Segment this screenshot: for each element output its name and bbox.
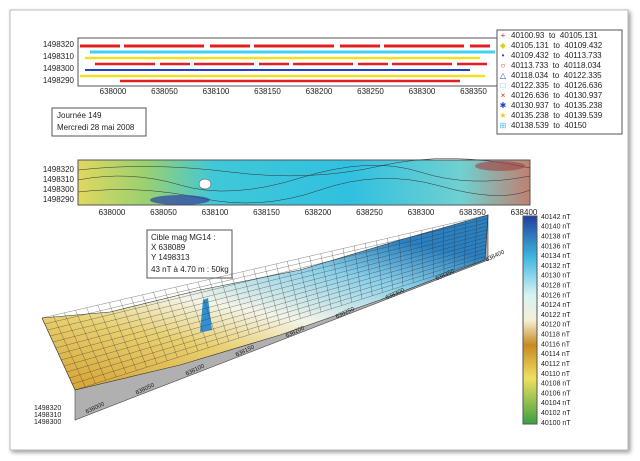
colorbar-label: 40136 nT	[541, 243, 571, 250]
x-tick-label: 638350	[460, 87, 487, 96]
mesh-line	[55, 233, 487, 349]
x-tick-label: 638250	[357, 87, 384, 96]
legend-label: 40105.131 to 40109.432	[511, 41, 603, 50]
x-tick-label: 638000	[100, 87, 127, 96]
surface-3d	[41, 214, 489, 421]
contour-map	[77, 158, 531, 206]
y-tick-label: 1498320	[43, 165, 75, 174]
x-tick-label: 638050	[151, 87, 178, 96]
colorbar-label: 40108 nT	[541, 381, 571, 388]
legend-symbol: ★	[499, 111, 506, 120]
x-tick-label: 638300	[409, 87, 436, 96]
target-line: Cible mag MG14 :	[151, 233, 215, 242]
date-line: Journée 149	[57, 111, 102, 120]
mesh-line	[74, 259, 486, 391]
track-map	[77, 37, 499, 87]
legend-symbol: △	[500, 71, 507, 80]
legend-label: 40109.432 to 40113.733	[511, 51, 602, 60]
mesh-line	[63, 244, 487, 367]
colorbar-label: 40140 nT	[541, 224, 571, 231]
colorbar	[522, 215, 538, 425]
legend-label: 40122.335 to 40126.636	[511, 81, 603, 90]
colorbar-label: 40122 nT	[541, 312, 571, 319]
legend-symbol: •	[502, 51, 505, 60]
colorbar-label: 40124 nT	[541, 302, 571, 309]
legend-label: 40100.93 to 40105.131	[511, 31, 598, 40]
legend-symbol: ◆	[500, 41, 507, 50]
colorbar-label: 40112 nT	[541, 361, 571, 368]
mesh-line	[58, 237, 487, 355]
y-tick-label: 1498320	[43, 40, 75, 49]
legend-symbol: ⊞	[500, 121, 507, 130]
x-tick-label: 638200	[306, 87, 333, 96]
x-tick-label: 638200	[305, 208, 332, 217]
contour-fill	[77, 159, 531, 206]
legend-label: 40138.539 to 40150	[511, 121, 587, 130]
legend-symbol: +	[501, 31, 506, 40]
legend-label: 40118.034 to 40122.335	[511, 71, 602, 80]
colorbar-label: 40142 nT	[541, 214, 571, 221]
y-tick-label: 1498290	[43, 76, 75, 85]
mesh-line	[47, 222, 488, 331]
colorbar-label: 40106 nT	[541, 390, 571, 397]
mesh-line	[72, 256, 486, 385]
x-tick-label: 638150	[253, 208, 280, 217]
surface-y-label: 1498310	[34, 412, 61, 419]
mesh-line	[50, 226, 488, 337]
y-tick-label: 1498310	[43, 175, 75, 184]
x-tick-label: 638350	[459, 208, 486, 217]
x-tick-label: 638150	[254, 87, 281, 96]
x-tick-label: 638400	[511, 208, 538, 217]
legend-symbol: ✱	[500, 101, 507, 110]
x-tick-label: 638100	[202, 208, 229, 217]
target-line: X 638089	[151, 243, 186, 252]
colorbar-label: 40114 nT	[541, 351, 571, 358]
colorbar-label: 40104 nT	[541, 400, 571, 407]
mesh-line	[52, 229, 488, 343]
legend-label: 40126.636 to 40130.937	[511, 91, 603, 100]
colorbar-label: 40110 nT	[541, 371, 571, 378]
mesh-line	[66, 248, 486, 373]
legend-box	[496, 29, 623, 135]
x-tick-label: 638300	[408, 208, 435, 217]
x-tick-label: 638050	[150, 208, 177, 217]
colorbar-label: 40116 nT	[541, 341, 571, 348]
date-line: Mercredi 28 mai 2008	[57, 123, 135, 132]
colorbar-label: 40128 nT	[541, 283, 571, 290]
legend-symbol: □	[501, 81, 506, 90]
mesh-line	[41, 214, 489, 319]
target-line: 43 nT à 4.70 m : 50kg	[151, 265, 229, 274]
colorbar-label: 40120 nT	[541, 322, 571, 329]
colorbar-label: 40132 nT	[541, 263, 571, 270]
colorbar-label: 40130 nT	[541, 273, 571, 280]
colorbar-label: 40100 nT	[541, 420, 571, 427]
legend-symbol: ×	[501, 91, 506, 100]
mesh-line	[44, 218, 488, 325]
y-tick-label: 1498300	[43, 64, 75, 73]
date-box	[51, 107, 147, 137]
mesh-line	[61, 241, 487, 361]
y-tick-label: 1498290	[43, 195, 75, 204]
legend-label: 40130.937 to 40135.238	[511, 101, 603, 110]
x-tick-label: 638000	[99, 208, 126, 217]
y-tick-label: 1498300	[43, 185, 75, 194]
colorbar-label: 40126 nT	[541, 292, 571, 299]
legend-symbol: ○	[501, 61, 506, 70]
legend	[496, 29, 623, 135]
x-tick-label: 638100	[203, 87, 230, 96]
colorbar-label: 40138 nT	[541, 233, 571, 240]
legend-label: 40113.733 to 40118.034	[511, 61, 602, 70]
target-box	[146, 229, 233, 279]
y-tick-label: 1498310	[43, 52, 75, 61]
surface-y-label: 1498320	[34, 405, 61, 412]
x-tick-label: 638250	[356, 208, 383, 217]
colorbar-label: 40134 nT	[541, 253, 571, 260]
surface-y-label: 1498300	[34, 419, 61, 426]
mesh-line	[69, 252, 486, 379]
colorbar-label: 40102 nT	[541, 410, 571, 417]
legend-label: 40135.238 to 40139.539	[511, 111, 603, 120]
target-line: Y 1498313	[151, 253, 190, 262]
colorbar-label: 40118 nT	[541, 332, 571, 339]
